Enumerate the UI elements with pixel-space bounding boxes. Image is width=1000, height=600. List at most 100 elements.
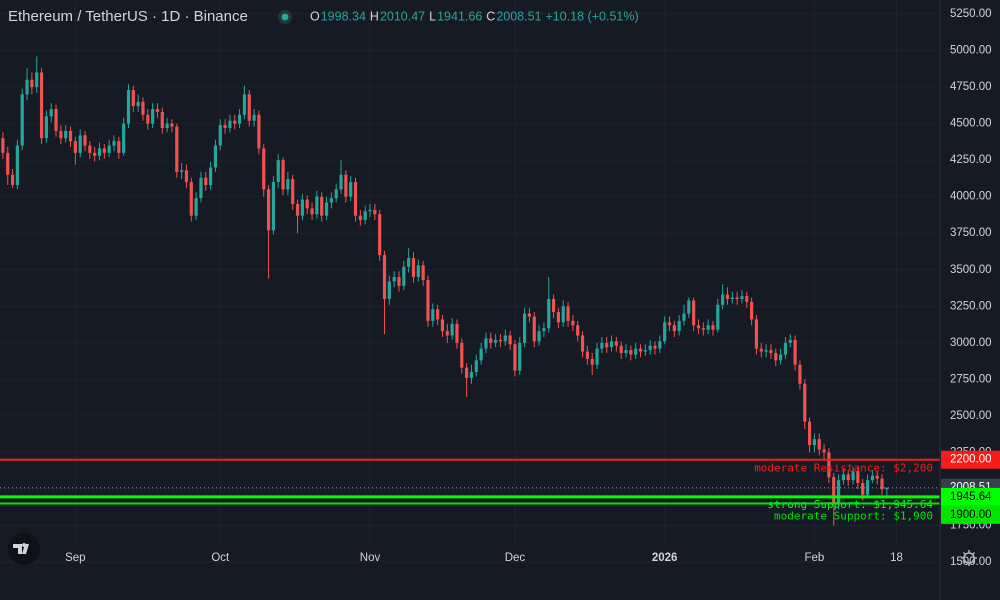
- candle-body: [450, 323, 454, 336]
- candle-body: [68, 130, 73, 142]
- gear-teeth: [961, 550, 977, 566]
- candle-body: [600, 342, 604, 349]
- candle-body: [368, 209, 372, 212]
- y-tick-label: 4000.00: [950, 191, 992, 203]
- tv-logo[interactable]: [8, 533, 40, 565]
- candle-body: [508, 335, 512, 345]
- candle-body: [735, 297, 739, 299]
- candle-body: [841, 474, 845, 481]
- candle-body: [701, 328, 705, 330]
- candle-body: [49, 109, 53, 117]
- candle-body: [349, 182, 353, 197]
- settings-icon[interactable]: [961, 550, 977, 566]
- candle-body: [460, 342, 464, 368]
- candle-body: [97, 148, 102, 156]
- candle-body: [793, 339, 797, 365]
- candle-body: [571, 320, 575, 326]
- level-label: moderate Support: $1,900: [774, 510, 933, 523]
- candle-body: [54, 109, 58, 131]
- candle-body: [209, 167, 213, 185]
- candle-body: [561, 306, 565, 323]
- candle-body: [170, 123, 174, 127]
- candle-body: [295, 203, 300, 216]
- candle-body: [39, 72, 44, 139]
- x-tick-label: Feb: [804, 552, 824, 564]
- candle-body: [648, 345, 652, 351]
- candle-body: [522, 313, 527, 343]
- candle-body: [247, 94, 251, 121]
- legend-key: H: [370, 9, 379, 23]
- legend-value: 1998.34: [321, 9, 366, 23]
- candle-body: [15, 145, 19, 185]
- candle-body: [266, 189, 271, 231]
- candle-body: [1, 138, 5, 153]
- candle-body: [836, 480, 841, 504]
- level-tag: [941, 450, 1000, 469]
- candle-body: [334, 189, 338, 199]
- candle-body: [126, 90, 131, 124]
- candle-body: [624, 350, 628, 354]
- candle-body: [122, 123, 126, 153]
- y-tick-label: 3000.00: [950, 337, 992, 349]
- candle-body: [503, 335, 507, 342]
- candle-body: [358, 215, 362, 221]
- candle-body: [479, 348, 483, 361]
- candle-body: [165, 123, 169, 129]
- candle-body: [745, 296, 749, 302]
- candle-body: [556, 312, 560, 323]
- candle-body: [861, 483, 865, 495]
- candle-body: [667, 322, 672, 326]
- candle-body: [310, 208, 314, 215]
- candle-body: [252, 114, 256, 121]
- candle-body: [271, 182, 276, 231]
- candle-body: [112, 141, 116, 146]
- level-tag-label: 1945.64: [950, 491, 992, 503]
- candle-body: [228, 120, 232, 129]
- candle-body: [542, 328, 546, 332]
- candle-body: [817, 439, 821, 450]
- candle-body: [286, 179, 290, 190]
- candle-body: [653, 345, 657, 349]
- candle-body: [822, 449, 826, 453]
- candle-body: [44, 116, 48, 139]
- legend-value: 2008.51: [496, 9, 541, 23]
- candle-body: [315, 196, 319, 215]
- candle-body: [237, 114, 242, 124]
- x-tick-label: Nov: [360, 552, 381, 564]
- candle-body: [711, 325, 715, 330]
- candle-body: [551, 298, 556, 313]
- legend-change: +10.18 (+0.51%): [546, 9, 639, 23]
- candle-body: [682, 313, 686, 321]
- candle-body: [798, 364, 802, 384]
- candle-body: [88, 145, 92, 153]
- candle-body: [339, 174, 343, 190]
- candle-body: [663, 322, 667, 342]
- candle-body: [677, 320, 681, 332]
- candle-body: [634, 348, 638, 355]
- candle-body: [807, 421, 812, 446]
- x-tick-label: Dec: [505, 552, 526, 564]
- candle-body: [846, 474, 850, 481]
- candle-body: [605, 342, 609, 348]
- candle-body: [329, 198, 333, 203]
- candle-body: [213, 145, 218, 168]
- candle-body: [117, 141, 121, 153]
- candle-body: [494, 339, 498, 343]
- candle-body: [131, 90, 135, 107]
- candle-body: [692, 300, 696, 326]
- candle-body: [465, 367, 469, 378]
- candle-body: [204, 177, 208, 185]
- x-tick-label: 2026: [652, 552, 678, 564]
- candle-body: [832, 477, 836, 504]
- candle-body: [769, 350, 773, 354]
- candle-body: [629, 350, 633, 355]
- candle-body: [175, 126, 179, 172]
- level-label: moderate Resistance: $2,200: [754, 462, 933, 475]
- candle-body: [93, 152, 97, 156]
- candle-body: [189, 182, 193, 216]
- candle-body: [64, 130, 68, 139]
- candle-body: [518, 342, 522, 371]
- x-tick-label: Oct: [211, 552, 230, 564]
- candle-body: [875, 475, 879, 479]
